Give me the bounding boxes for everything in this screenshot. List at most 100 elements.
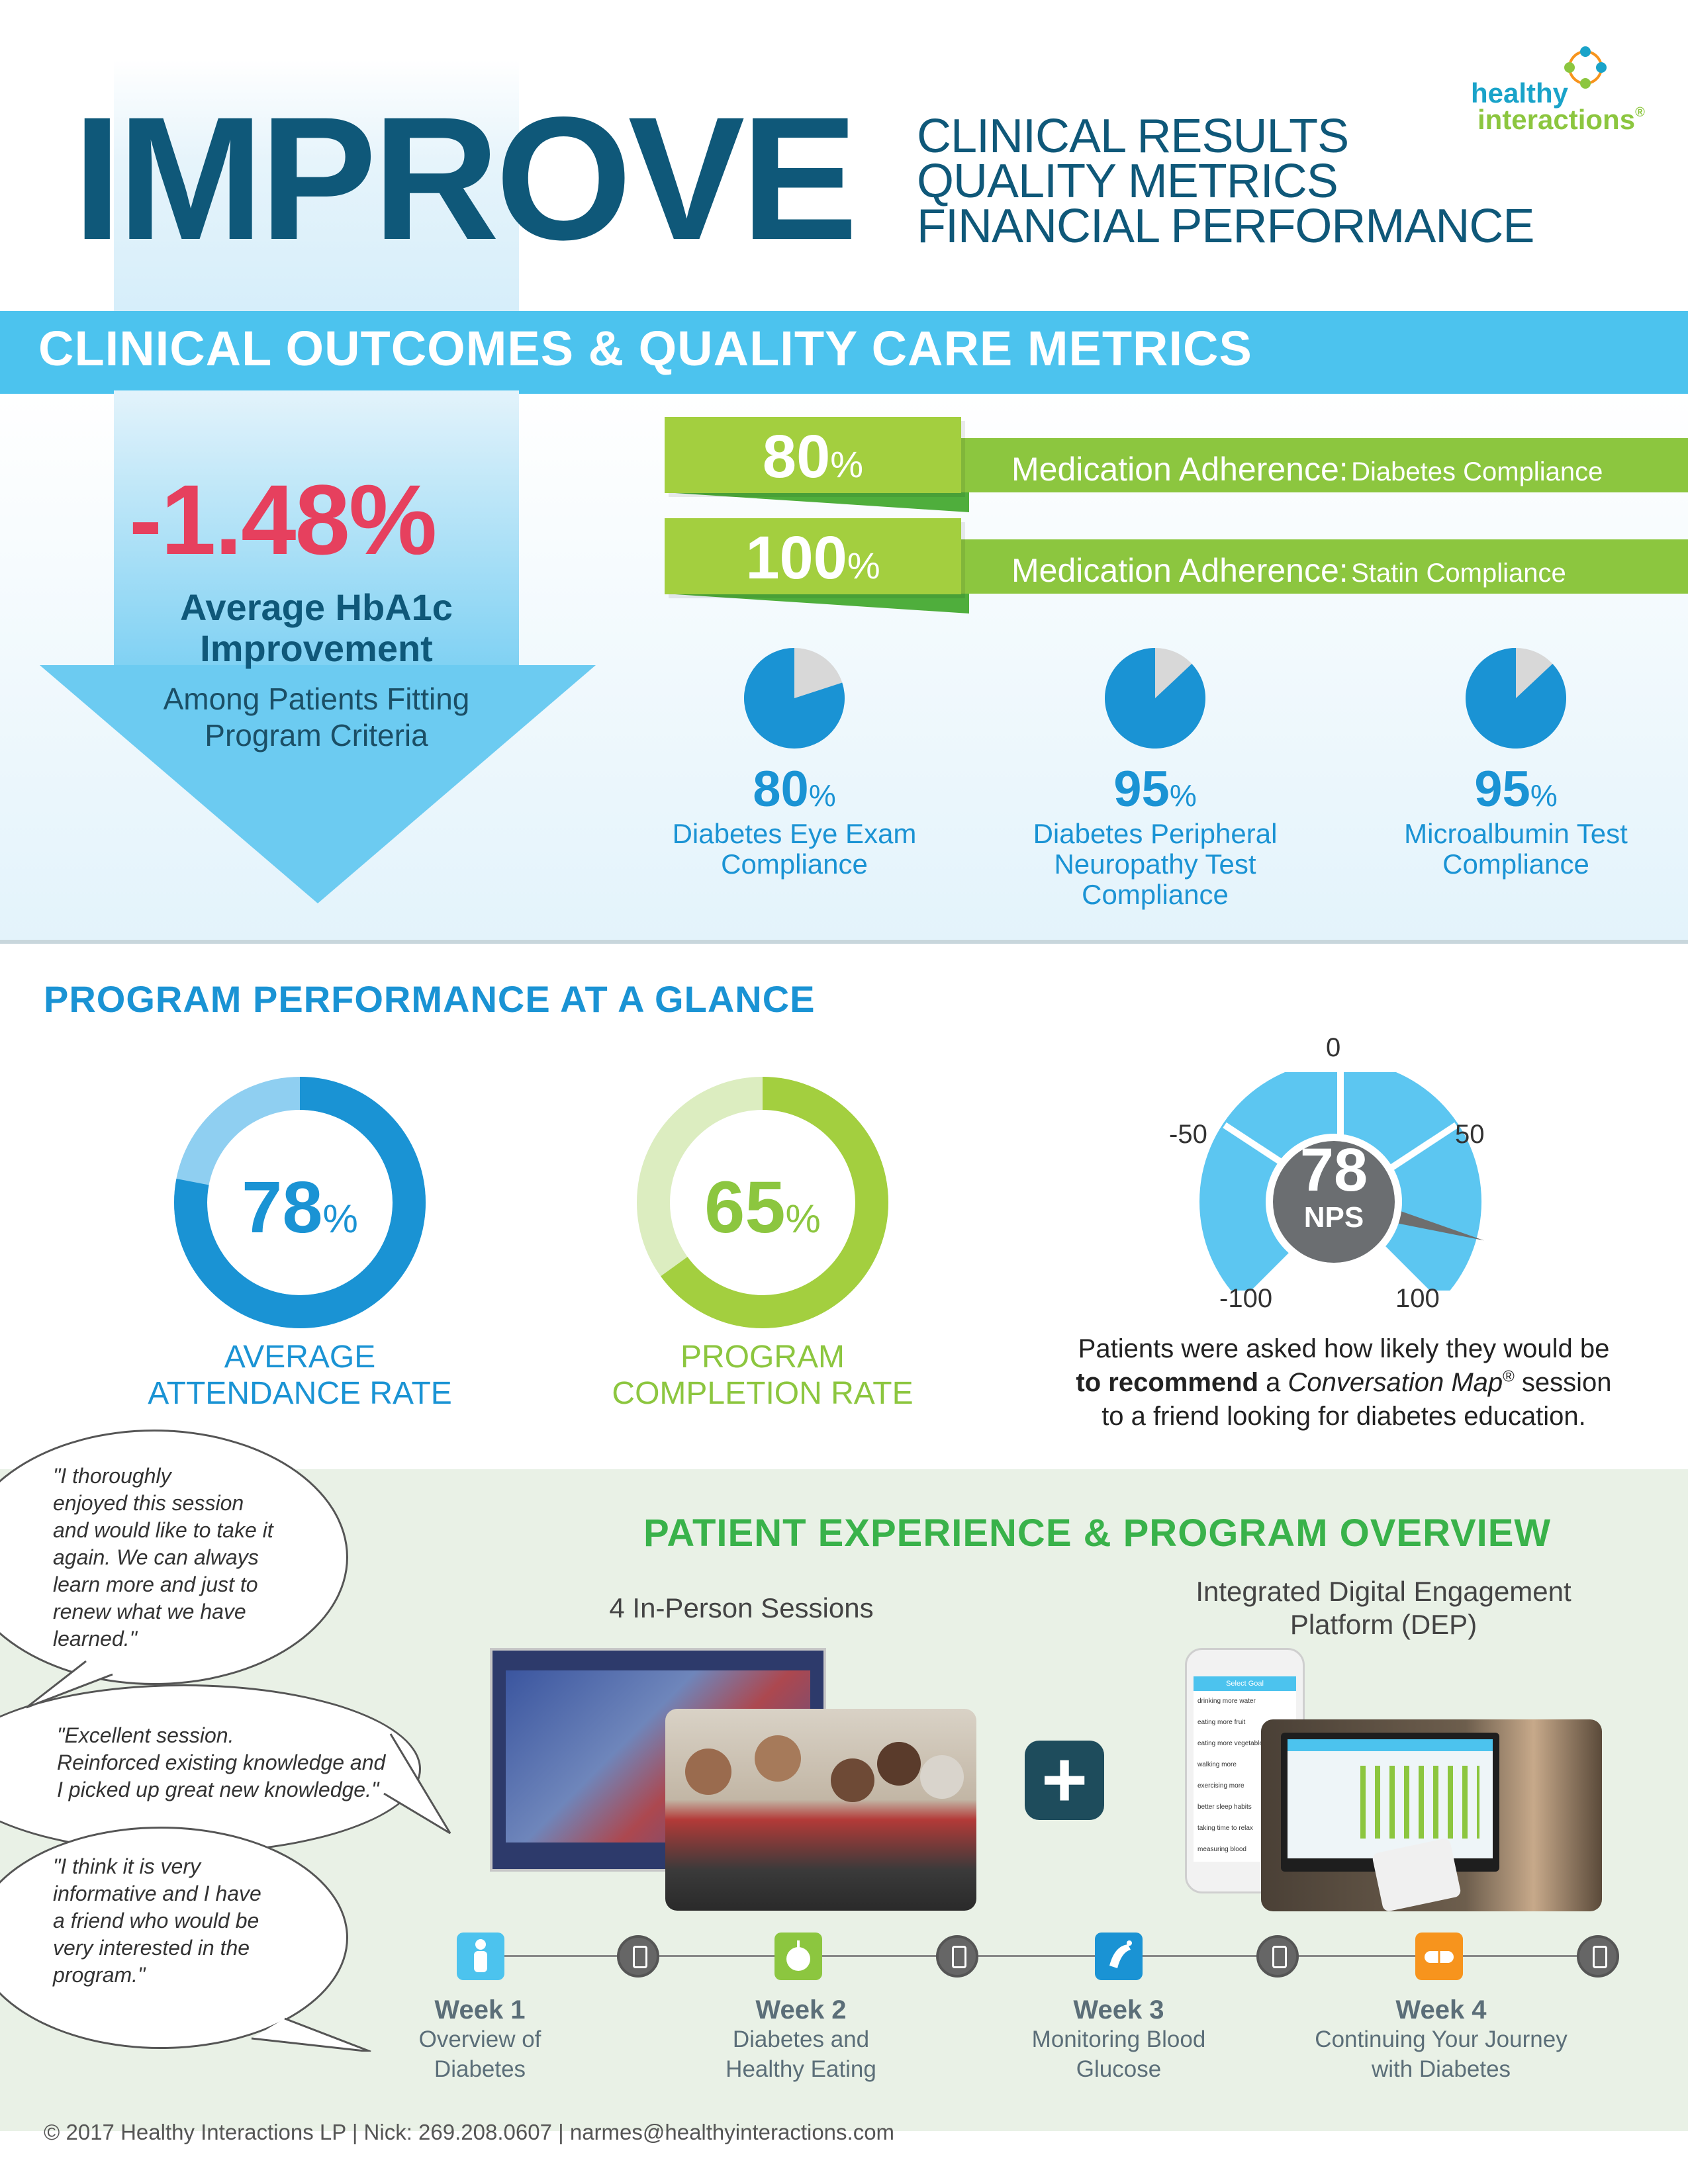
week-2-desc: Diabetes and Healthy Eating	[726, 2026, 876, 2082]
phone-icon	[952, 1946, 966, 1968]
quote-bubble-1	[0, 1430, 348, 1685]
week-4-icon-box	[1415, 1933, 1463, 1980]
completion-label: PROGRAM COMPLETION RATE	[612, 1340, 914, 1412]
pills-icon	[1425, 1951, 1454, 1963]
nps-caption-2: to recommend a Conversation Map® session	[1076, 1367, 1612, 1397]
pie-microalbumin	[1466, 647, 1566, 749]
pie-neuropathy	[1105, 647, 1205, 749]
nps-tick-50: 50	[1455, 1120, 1485, 1149]
dep-heading: Integrated Digital Engagement Platform (D…	[1196, 1576, 1571, 1641]
people-circle-icon	[1564, 46, 1607, 89]
photo-person	[685, 1749, 731, 1795]
desktop-dep-photo	[1261, 1719, 1602, 1911]
week-3-desc: Monitoring Blood Glucose	[1031, 2026, 1206, 2082]
hba1c-label-1: Average HbA1c	[180, 586, 453, 628]
sub-headline-1: CLINICAL RESULTS	[917, 110, 1349, 163]
timeline-phone-node	[1256, 1935, 1299, 1978]
in-person-sessions-heading: 4 In-Person Sessions	[609, 1592, 874, 1623]
clinical-section-bar	[0, 311, 1688, 394]
apple-icon	[786, 1940, 810, 1971]
phone-icon	[1272, 1946, 1287, 1968]
week-3-title: Week 3	[1073, 1995, 1164, 2025]
performance-section-title: PROGRAM PERFORMANCE AT A GLANCE	[44, 978, 816, 1020]
adherence-label: Medication Adherence: Diabetes Complianc…	[1011, 451, 1603, 488]
attendance-label: AVERAGE ATTENDANCE RATE	[148, 1340, 452, 1412]
hba1c-label-2: Improvement	[200, 627, 433, 669]
pie-microalbumin-value: 95%	[1474, 761, 1558, 817]
week-1-title: Week 1	[434, 1995, 526, 2025]
monitor	[1281, 1733, 1499, 1872]
adherence-value: 100%	[745, 524, 880, 592]
sub-headline-3: FINANCIAL PERFORMANCE	[917, 200, 1534, 253]
week-2-title: Week 2	[755, 1995, 847, 2025]
timeline-line	[477, 1955, 1602, 1957]
nps-tick-100: 100	[1395, 1284, 1440, 1313]
hba1c-value: -1.48%	[129, 464, 437, 575]
hba1c-label-4: Program Criteria	[205, 718, 428, 752]
week-2-icon-box	[774, 1933, 822, 1980]
nps-gauge	[1199, 1072, 1485, 1291]
photo-person	[877, 1742, 921, 1786]
nps-value: 78	[1299, 1136, 1368, 1204]
adherence-value-box	[665, 417, 961, 493]
adherence-ribbon-tail	[665, 492, 969, 512]
down-arrow-shaft	[114, 390, 519, 668]
week-4-desc: Continuing Your Journey with Diabetes	[1315, 2026, 1568, 2082]
quote-bubble-2	[0, 1684, 421, 1854]
donut-value-arc	[637, 1077, 888, 1328]
quote-3: "I think it is very informative and I hav…	[53, 1854, 261, 1987]
monitor-screen-header	[1288, 1739, 1493, 1751]
experience-section-title: PATIENT EXPERIENCE & PROGRAM OVERVIEW	[643, 1512, 1552, 1555]
attendance-donut	[174, 1077, 426, 1328]
nps-tick-minus-100: -100	[1219, 1284, 1273, 1313]
headline: IMPROVE	[73, 81, 858, 277]
pie-neuropathy-value: 95%	[1113, 761, 1197, 817]
week-1-desc: Overview of Diabetes	[418, 2026, 541, 2082]
phone-icon	[633, 1946, 647, 1968]
logo-text-healthy: healthy	[1471, 77, 1569, 109]
monitor-screen	[1288, 1739, 1493, 1858]
adherence-value: 80%	[762, 423, 864, 490]
completion-donut	[637, 1077, 888, 1328]
nps-label: NPS	[1303, 1201, 1364, 1234]
header-highlight-band	[114, 60, 519, 311]
timeline-phone-node	[936, 1935, 978, 1978]
timeline-phone-node	[617, 1935, 659, 1978]
finger-prick-icon	[1109, 1940, 1132, 1968]
attendance-value: 78%	[242, 1167, 358, 1248]
photo-person	[755, 1735, 801, 1782]
quote-bubble-3	[0, 1827, 348, 2049]
person-icon	[474, 1939, 487, 1972]
plus-icon: +	[1025, 1740, 1104, 1820]
nps-tick-minus-50: -50	[1169, 1120, 1207, 1149]
pie-value-slice	[1466, 647, 1566, 749]
pie-value-slice	[1105, 647, 1205, 749]
phone-goal-list: drinking more water eating more fruit eati…	[1197, 1698, 1266, 1853]
nps-tick-0: 0	[1326, 1033, 1341, 1062]
quote-1: "I thoroughly enjoyed this session and wou…	[53, 1464, 273, 1651]
phone-image: Select Goal drinking more water eating mo…	[1185, 1648, 1305, 1893]
adherence-ribbon-tail	[665, 594, 969, 614]
group-session-photo	[665, 1709, 976, 1911]
photo-person	[920, 1755, 964, 1799]
adherence-label: Medication Adherence: Statin Compliance	[1011, 552, 1566, 589]
nps-hub	[1273, 1141, 1395, 1263]
phone-screen-header: Select Goal	[1194, 1676, 1296, 1691]
pie-eye-exam	[744, 647, 845, 749]
clinical-section-title: CLINICAL OUTCOMES & QUALITY CARE METRICS	[38, 321, 1252, 376]
quote-bubble-tails	[26, 1660, 451, 2052]
pie-eye-exam-label: Diabetes Eye Exam Compliance	[672, 818, 917, 880]
adherence-value-box	[665, 518, 961, 594]
week-4-title: Week 4	[1395, 1995, 1487, 2025]
adherence-row-diabetes: 80% Medication Adherence: Diabetes Compl…	[665, 417, 1688, 516]
sub-headline-2: QUALITY METRICS	[917, 155, 1338, 208]
photo-person	[831, 1758, 874, 1802]
pie-eye-exam-value: 80%	[753, 761, 836, 817]
quote-2: "Excellent session. Reinforced existing k…	[57, 1723, 386, 1801]
timeline-phone-node	[1577, 1935, 1619, 1978]
nps-caption-1: Patients were asked how likely they woul…	[1078, 1334, 1610, 1363]
pie-microalbumin-label: Microalbumin Test Compliance	[1404, 818, 1628, 880]
down-arrow-head	[40, 665, 596, 903]
footer-contact: © 2017 Healthy Interactions LP | Nick: 2…	[44, 2120, 895, 2144]
pie-value-slice	[744, 647, 845, 749]
